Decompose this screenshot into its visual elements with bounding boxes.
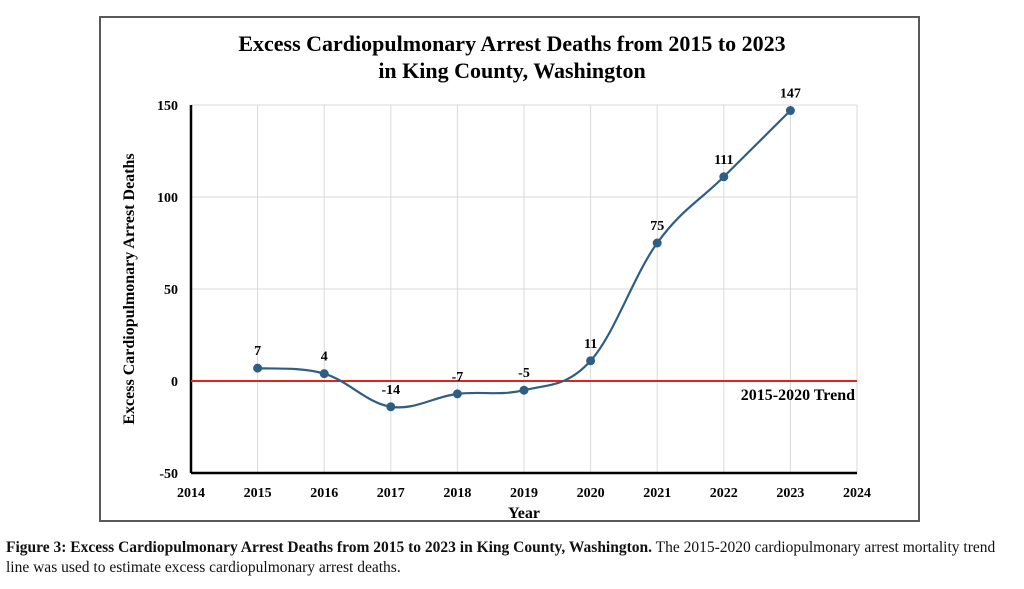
data-label: 147 [780, 87, 801, 102]
data-point [386, 402, 396, 412]
chart-frame [99, 16, 920, 522]
data-point [785, 106, 795, 116]
x-tick-label: 2021 [643, 486, 671, 501]
grid [191, 104, 858, 473]
tick-labels: -50 0 50 100 150 2014 2015 2016 2017 2018 2019 2020… [157, 99, 871, 501]
y-axis-label: Excess Cardiopulmonary Arrest Deaths [121, 153, 138, 424]
chart-title-line-1: Excess Cardiopulmonary Arrest Deaths fro… [238, 31, 785, 56]
x-tick-label: 2015 [244, 486, 272, 501]
caption-text: The 2015-2020 cardiopulmonary arrest mor… [6, 539, 996, 576]
data-point [519, 385, 529, 395]
data-point [719, 172, 729, 182]
x-tick-label: 2018 [443, 486, 471, 501]
y-tick-label: 150 [157, 99, 178, 114]
data-point [253, 363, 263, 373]
x-tick-label: 2017 [377, 486, 405, 501]
data-label: 11 [584, 337, 597, 352]
x-tick-label: 2019 [510, 486, 538, 501]
data-label: 75 [650, 219, 664, 234]
caption-bold: Figure 3: Excess Cardiopulmonary Arrest … [6, 539, 653, 556]
figure-caption: Figure 3: Excess Cardiopulmonary Arrest … [6, 538, 1021, 578]
x-tick-label: 2020 [577, 486, 605, 501]
data-label: 7 [254, 344, 261, 359]
data-point [452, 389, 462, 399]
y-tick-label: 0 [171, 375, 178, 390]
x-axis-label: Year [508, 505, 540, 522]
data-label: 4 [321, 350, 328, 365]
data-point [652, 238, 662, 248]
x-tick-label: 2022 [710, 486, 738, 501]
y-tick-label: 100 [157, 191, 178, 206]
data-label: 111 [714, 153, 733, 168]
y-tick-label: 50 [164, 283, 178, 298]
series-line [257, 109, 792, 409]
trend-line-label: 2015-2020 Trend [741, 387, 855, 404]
x-tick-label: 2014 [177, 486, 205, 501]
x-tick-label: 2023 [776, 486, 804, 501]
data-label: -14 [381, 383, 400, 398]
data-label: -5 [518, 366, 530, 381]
x-tick-label: 2016 [310, 486, 338, 501]
axes [189, 105, 857, 475]
series-group: 7 4 -14 -7 -5 11 75 111 147 [253, 87, 801, 412]
chart-title-line-2: in King County, Washington [378, 58, 645, 83]
x-tick-label: 2024 [843, 486, 871, 501]
data-point [319, 369, 329, 379]
data-point [586, 356, 596, 366]
trend-line-group: 2015-2020 Trend [191, 380, 857, 404]
data-label: -7 [452, 370, 464, 385]
y-tick-label: -50 [159, 467, 178, 482]
